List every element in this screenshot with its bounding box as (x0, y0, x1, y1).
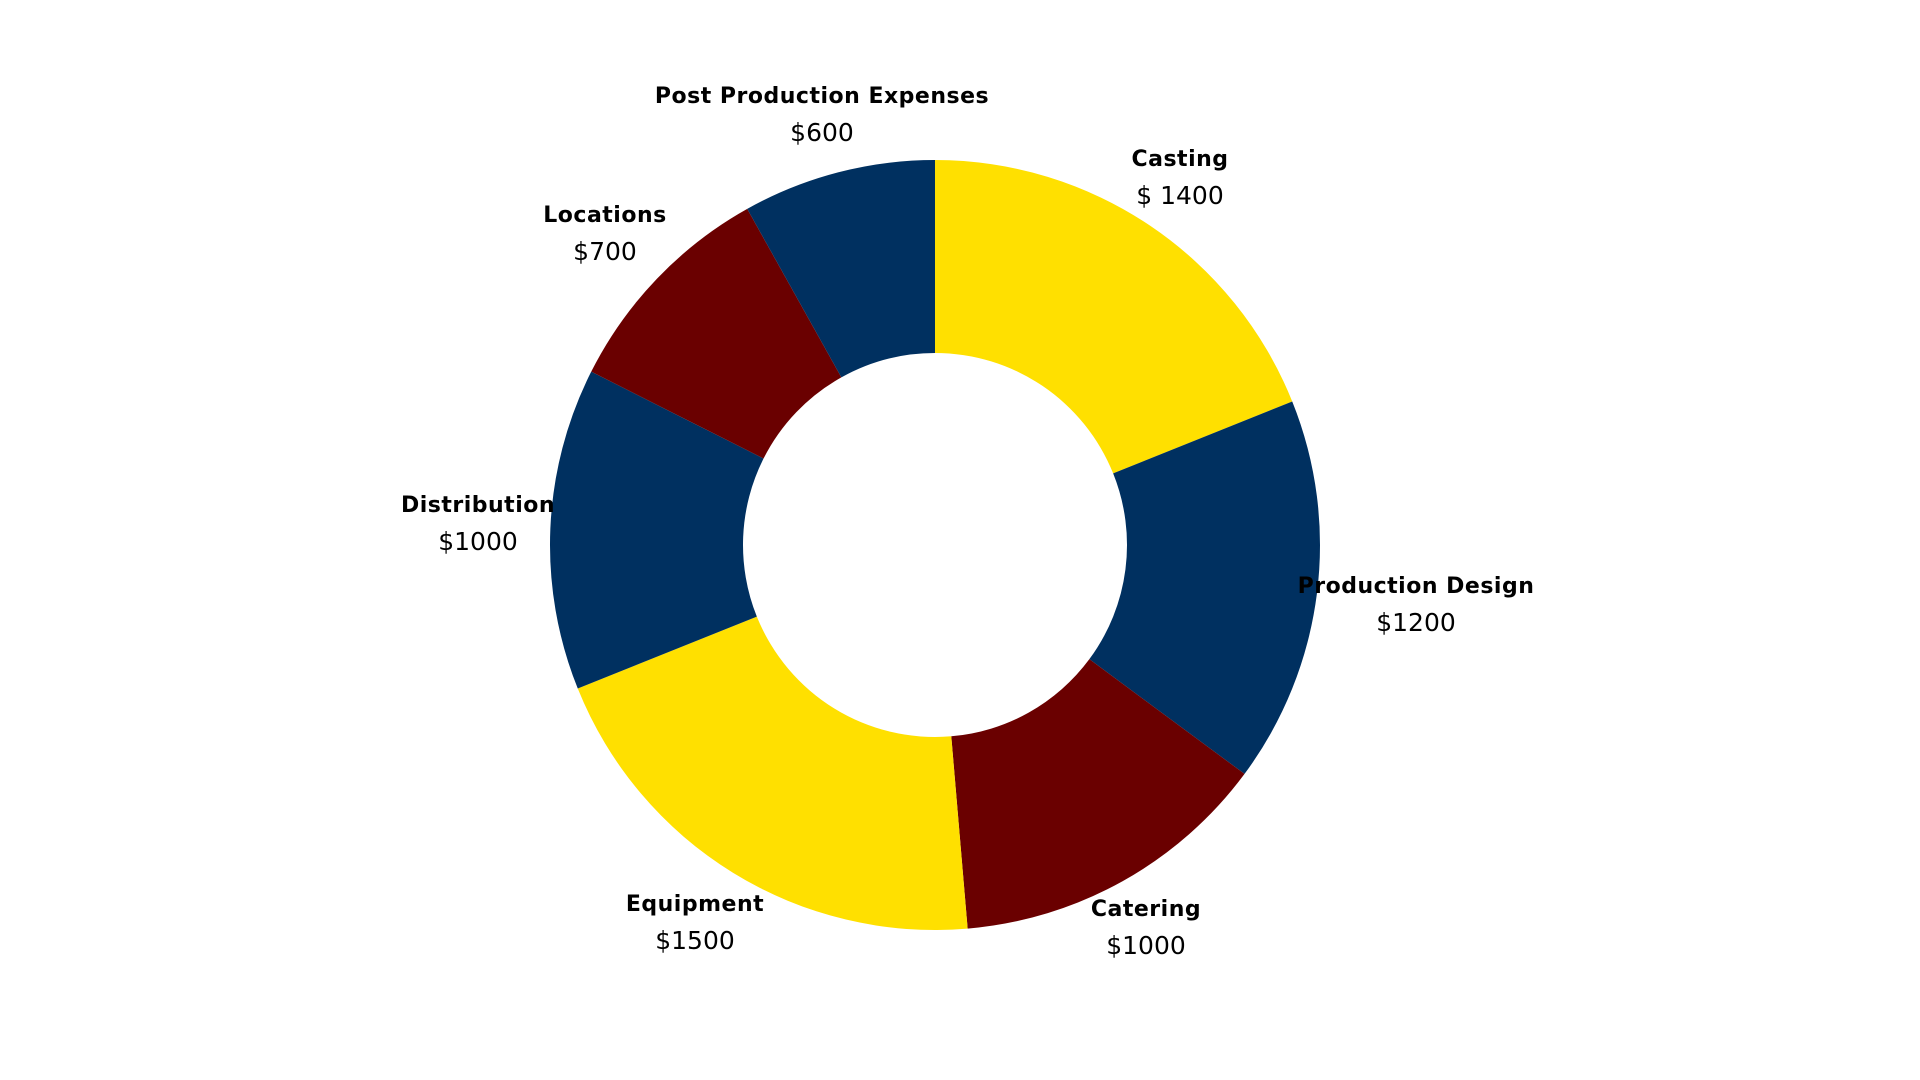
slice-distribution (550, 371, 764, 689)
value-label: $ 1400 (1136, 181, 1224, 210)
slice-label-locations: Locations $700 (543, 202, 666, 268)
slice-label-distribution: Distribution $1000 (401, 492, 555, 558)
category-label: Catering (1090, 897, 1202, 922)
value-label: $1200 (1376, 608, 1456, 637)
slice-catering (951, 659, 1245, 929)
slice-casting (935, 160, 1293, 474)
slice-label-equipment: Equipment $1500 (626, 891, 764, 957)
slice-label-production-design: Production Design $1200 (1298, 573, 1535, 639)
value-label: $1000 (438, 527, 518, 556)
slice-label-casting: Casting $ 1400 (1131, 146, 1228, 212)
category-label: Distribution (400, 493, 556, 518)
slice-label-catering: Catering $1000 (1091, 896, 1201, 962)
value-label: $600 (790, 118, 854, 147)
category-label: Casting (1131, 147, 1229, 172)
category-label: Locations (543, 203, 667, 228)
category-label: Production Design (1297, 574, 1535, 599)
category-label: Post Production Expenses (654, 84, 990, 109)
slice-production-design (1089, 401, 1320, 774)
slice-equipment (577, 616, 968, 930)
slice-label-post-production-expenses: Post Production Expenses $600 (655, 83, 989, 149)
value-label: $1000 (1106, 931, 1186, 960)
slice-locations (591, 208, 842, 459)
category-label: Equipment (625, 892, 765, 917)
value-label: $700 (573, 237, 637, 266)
slice-post-production-expenses (747, 160, 935, 378)
value-label: $1500 (655, 926, 735, 955)
